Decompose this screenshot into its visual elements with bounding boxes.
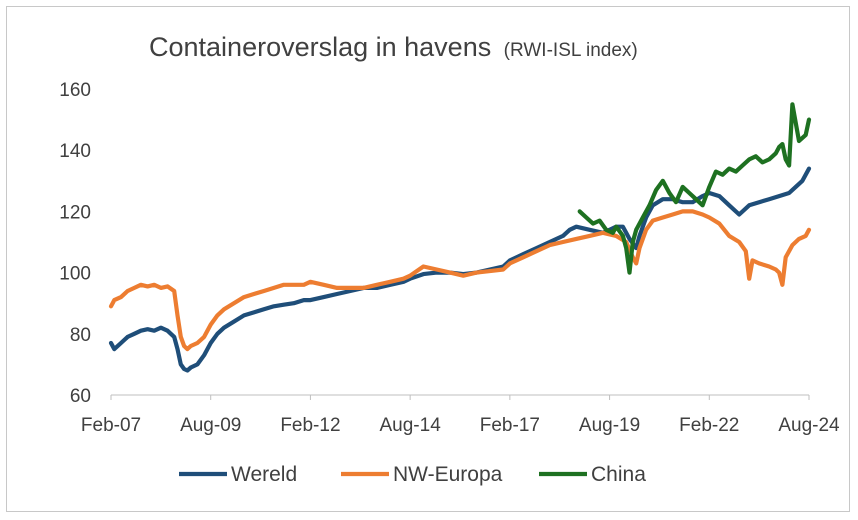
axis-layer: 60 80 100 120 140 160 Feb-07 Aug-09 Feb-12 Aug-14… — [59, 80, 840, 436]
y-tick-label: 160 — [59, 80, 91, 101]
x-tick-label: Feb-07 — [81, 415, 141, 436]
y-tick-label: 100 — [59, 264, 91, 285]
legend-item-nw-europa: NW-Europa — [341, 463, 503, 486]
y-tick-label: 60 — [70, 386, 91, 407]
chart-frame: Containeroverslag in havens (RWI-ISL ind… — [6, 6, 850, 512]
y-tick-label: 120 — [59, 202, 91, 223]
y-tick-label: 140 — [59, 141, 91, 162]
legend: Wereld NW-Europa China — [179, 463, 646, 486]
x-tick-label: Aug-24 — [778, 415, 840, 436]
series-line-china — [577, 102, 812, 275]
series-line-nw-europa — [108, 209, 812, 352]
x-tick-label: Aug-14 — [380, 415, 442, 436]
chart-title-subtitle: (RWI-ISL index) — [504, 40, 638, 61]
legend-label: China — [591, 463, 646, 486]
x-tick-label: Aug-19 — [579, 415, 640, 436]
legend-item-china: China — [539, 463, 646, 486]
x-tick-label: Feb-22 — [679, 415, 739, 436]
legend-label: NW-Europa — [393, 463, 503, 486]
line-chart: Containeroverslag in havens (RWI-ISL ind… — [59, 32, 840, 486]
legend-label: Wereld — [231, 463, 297, 486]
x-tick-label: Feb-12 — [280, 415, 340, 436]
y-tick-label: 80 — [70, 325, 91, 346]
series-layer — [108, 102, 812, 373]
chart-title: Containeroverslag in havens (RWI-ISL ind… — [149, 32, 638, 62]
x-tick-label: Feb-17 — [480, 415, 540, 436]
series-line-wereld — [108, 166, 812, 373]
chart-title-main: Containeroverslag in havens — [149, 32, 491, 62]
x-tick-label: Aug-09 — [180, 415, 241, 436]
legend-item-wereld: Wereld — [179, 463, 297, 486]
